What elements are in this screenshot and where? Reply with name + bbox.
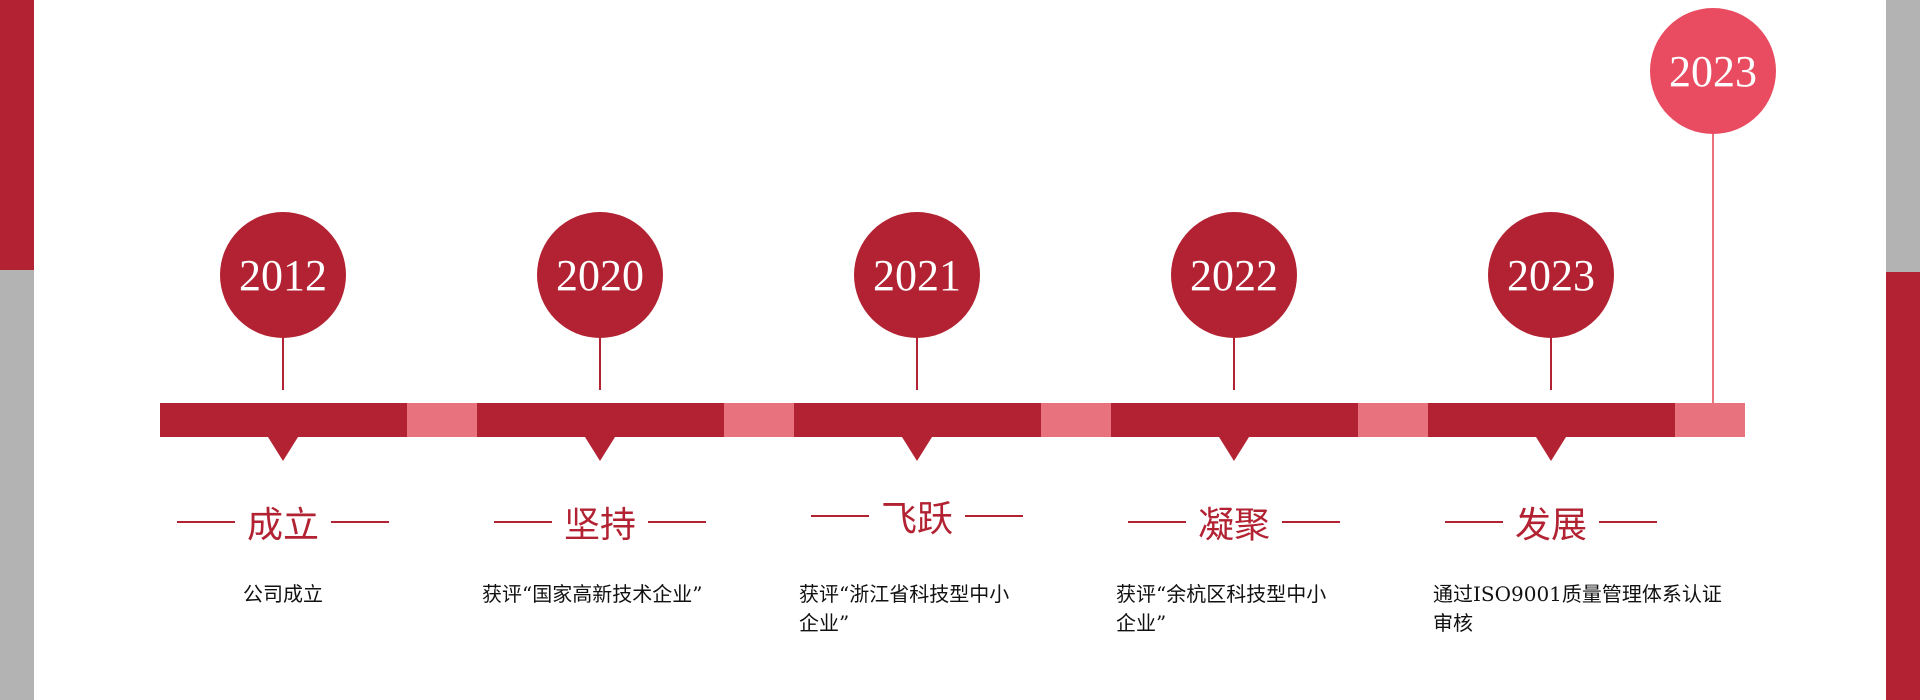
dash-left bbox=[1127, 521, 1186, 523]
milestone-title-text: 成立 bbox=[246, 505, 319, 546]
milestone-title: 成立 bbox=[153, 496, 413, 548]
timeline-segment bbox=[794, 403, 1041, 437]
right-accent-red bbox=[1886, 272, 1920, 700]
milestone-description: 获评“余杭区科技型中小企业” bbox=[1116, 582, 1327, 635]
timeline-gap-segment bbox=[1358, 403, 1428, 437]
left-accent-gray bbox=[0, 270, 34, 700]
milestone-description: 通过ISO9001质量管理体系认证审核 bbox=[1433, 582, 1722, 635]
year-circle: 2020 bbox=[537, 212, 663, 338]
highlight-year-circle: 2023 bbox=[1650, 8, 1776, 134]
dash-right bbox=[331, 521, 389, 523]
milestone-description: 获评“浙江省科技型中小企业” bbox=[799, 582, 1010, 635]
pointer-triangle bbox=[585, 437, 615, 461]
year-circle: 2021 bbox=[854, 212, 980, 338]
milestone-description: 获评“国家高新技术企业” bbox=[482, 582, 703, 606]
right-accent-gray bbox=[1886, 0, 1920, 272]
dash-right bbox=[965, 515, 1023, 517]
timeline-gap-segment bbox=[407, 403, 477, 437]
timeline-segment bbox=[1428, 403, 1675, 437]
year-circle: 2023 bbox=[1488, 212, 1614, 338]
milestone-stem bbox=[1233, 338, 1235, 390]
pointer-triangle bbox=[268, 437, 298, 461]
year-circle: 2022 bbox=[1171, 212, 1297, 338]
milestone-title: 发展 bbox=[1421, 496, 1681, 548]
milestone-title-text: 坚持 bbox=[563, 505, 636, 546]
pointer-triangle bbox=[1536, 437, 1566, 461]
dash-left bbox=[810, 515, 869, 517]
milestone-title-text: 发展 bbox=[1514, 505, 1587, 546]
timeline-segment bbox=[477, 403, 724, 437]
dash-left bbox=[176, 521, 235, 523]
pointer-triangle bbox=[1219, 437, 1249, 461]
dash-right bbox=[1282, 521, 1340, 523]
timeline-gap-segment bbox=[1041, 403, 1111, 437]
timeline-gap-segment bbox=[724, 403, 794, 437]
milestone-title: 飞跃 bbox=[787, 490, 1047, 542]
timeline-segment bbox=[1111, 403, 1358, 437]
milestone-description: 公司成立 bbox=[243, 582, 323, 606]
timeline-segment bbox=[160, 403, 407, 437]
pointer-triangle bbox=[902, 437, 932, 461]
milestone-title: 凝聚 bbox=[1104, 496, 1364, 548]
dash-left bbox=[1444, 521, 1503, 523]
dash-right bbox=[1599, 521, 1657, 523]
milestone-stem bbox=[916, 338, 918, 390]
left-accent-red bbox=[0, 0, 34, 270]
milestone-stem bbox=[282, 338, 284, 390]
milestone-title: 坚持 bbox=[470, 496, 730, 548]
timeline-gap-segment bbox=[1675, 403, 1745, 437]
milestone-title-text: 飞跃 bbox=[880, 499, 953, 540]
dash-left bbox=[493, 521, 552, 523]
milestone-stem bbox=[1550, 338, 1552, 390]
milestone-stem bbox=[599, 338, 601, 390]
highlight-stem bbox=[1712, 130, 1714, 403]
dash-right bbox=[648, 521, 706, 523]
year-circle: 2012 bbox=[220, 212, 346, 338]
milestone-title-text: 凝聚 bbox=[1197, 505, 1270, 546]
